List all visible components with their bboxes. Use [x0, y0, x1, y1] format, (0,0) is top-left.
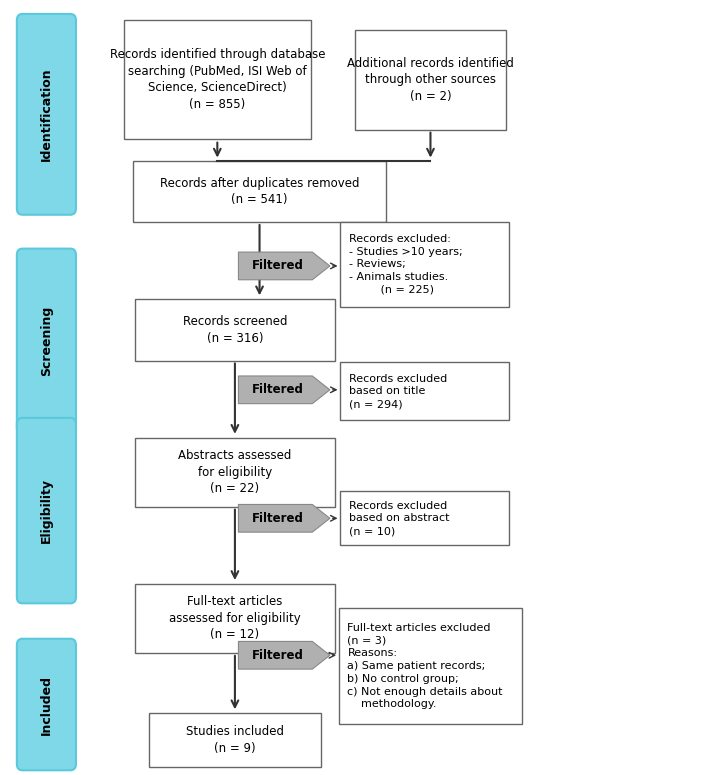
Text: Full-text articles
assessed for eligibility
(n = 12): Full-text articles assessed for eligibil…: [169, 595, 301, 642]
Text: Records excluded
based on abstract
(n = 10): Records excluded based on abstract (n = …: [349, 501, 450, 536]
FancyBboxPatch shape: [149, 713, 321, 766]
FancyBboxPatch shape: [340, 491, 509, 546]
FancyBboxPatch shape: [340, 363, 509, 420]
FancyBboxPatch shape: [135, 584, 335, 653]
Text: Records after duplicates removed
(n = 541): Records after duplicates removed (n = 54…: [160, 177, 359, 206]
Text: Records identified through database
searching (PubMed, ISI Web of
Science, Scien: Records identified through database sear…: [110, 49, 325, 111]
FancyBboxPatch shape: [17, 639, 76, 770]
Text: Abstracts assessed
for eligibility
(n = 22): Abstracts assessed for eligibility (n = …: [178, 449, 291, 495]
Text: Full-text articles excluded
(n = 3)
Reasons:
a) Same patient records;
b) No cont: Full-text articles excluded (n = 3) Reas…: [347, 622, 503, 709]
Polygon shape: [238, 505, 330, 532]
Polygon shape: [238, 252, 330, 280]
FancyBboxPatch shape: [135, 438, 335, 507]
Text: Filtered: Filtered: [252, 260, 304, 273]
Text: Eligibility: Eligibility: [40, 478, 53, 543]
FancyBboxPatch shape: [135, 299, 335, 360]
FancyBboxPatch shape: [17, 418, 76, 603]
FancyBboxPatch shape: [340, 222, 509, 307]
FancyBboxPatch shape: [339, 608, 522, 724]
Text: Identification: Identification: [40, 67, 53, 161]
FancyBboxPatch shape: [17, 14, 76, 215]
FancyBboxPatch shape: [133, 160, 386, 222]
Text: Records excluded:
- Studies >10 years;
- Reviews;
- Animals studies.
         (n: Records excluded: - Studies >10 years; -…: [349, 234, 462, 295]
Text: Records screened
(n = 316): Records screened (n = 316): [183, 315, 287, 345]
Text: Filtered: Filtered: [252, 384, 304, 396]
Text: Filtered: Filtered: [252, 512, 304, 525]
FancyBboxPatch shape: [17, 249, 76, 434]
FancyBboxPatch shape: [354, 29, 506, 129]
Text: Screening: Screening: [40, 306, 53, 377]
Polygon shape: [238, 376, 330, 404]
Text: Filtered: Filtered: [252, 649, 304, 662]
Text: Additional records identified
through other sources
(n = 2): Additional records identified through ot…: [347, 57, 514, 103]
Text: Records excluded
based on title
(n = 294): Records excluded based on title (n = 294…: [349, 374, 447, 409]
Polygon shape: [238, 642, 330, 669]
Text: Included: Included: [40, 674, 53, 735]
Text: Studies included
(n = 9): Studies included (n = 9): [186, 725, 284, 755]
FancyBboxPatch shape: [124, 20, 311, 140]
